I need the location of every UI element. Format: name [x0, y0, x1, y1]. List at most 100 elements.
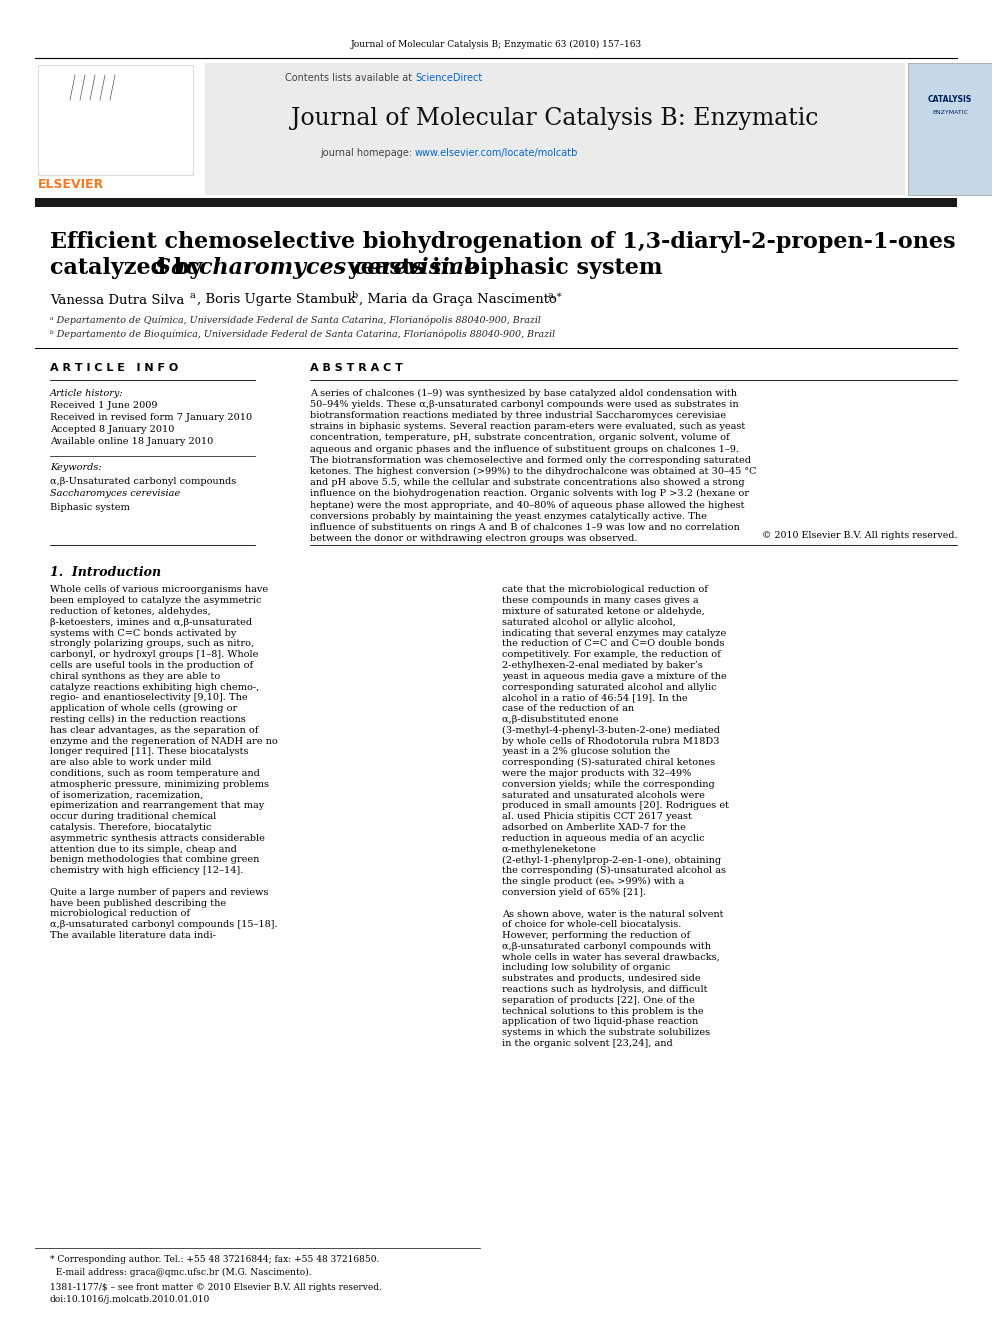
Bar — [38, 65, 193, 175]
Text: by whole cells of Rhodotorula rubra M18D3: by whole cells of Rhodotorula rubra M18D… — [502, 737, 719, 746]
Text: between the donor or withdrawing electron groups was observed.: between the donor or withdrawing electro… — [310, 534, 638, 544]
Text: asymmetric synthesis attracts considerable: asymmetric synthesis attracts considerab… — [50, 833, 265, 843]
Text: Efficient chemoselective biohydrogenation of 1,3-diaryl-2-propen-1-ones: Efficient chemoselective biohydrogenatio… — [50, 232, 955, 253]
Text: influence on the biohydrogenation reaction. Organic solvents with log P >3.2 (he: influence on the biohydrogenation reacti… — [310, 490, 749, 499]
Text: whole cells in water has several drawbacks,: whole cells in water has several drawbac… — [502, 953, 720, 962]
Text: occur during traditional chemical: occur during traditional chemical — [50, 812, 216, 822]
Text: are also able to work under mild: are also able to work under mild — [50, 758, 211, 767]
Text: benign methodologies that combine green: benign methodologies that combine green — [50, 856, 259, 864]
Text: , Maria da Graça Nascimento: , Maria da Graça Nascimento — [359, 294, 557, 307]
Text: ᵇ Departamento de Bioquímica, Universidade Federal de Santa Catarina, Florianópo: ᵇ Departamento de Bioquímica, Universida… — [50, 329, 556, 339]
Text: catalyzed by: catalyzed by — [50, 257, 210, 279]
Text: technical solutions to this problem is the: technical solutions to this problem is t… — [502, 1007, 703, 1016]
Text: A B S T R A C T: A B S T R A C T — [310, 363, 403, 373]
Text: of isomerization, racemization,: of isomerization, racemization, — [50, 791, 203, 799]
Text: mixture of saturated ketone or aldehyde,: mixture of saturated ketone or aldehyde, — [502, 607, 704, 617]
Text: CATALYSIS: CATALYSIS — [928, 95, 972, 105]
Text: A series of chalcones (1–9) was synthesized by base catalyzed aldol condensation: A series of chalcones (1–9) was synthesi… — [310, 389, 737, 398]
Text: corresponding saturated alcohol and allylic: corresponding saturated alcohol and ally… — [502, 683, 716, 692]
Text: microbiological reduction of: microbiological reduction of — [50, 909, 190, 918]
Text: longer required [11]. These biocatalysts: longer required [11]. These biocatalysts — [50, 747, 249, 757]
Text: Quite a large number of papers and reviews: Quite a large number of papers and revie… — [50, 888, 269, 897]
Text: Keywords:: Keywords: — [50, 463, 101, 472]
Text: α-methyleneketone: α-methyleneketone — [502, 844, 597, 853]
Text: strains in biphasic systems. Several reaction param-eters were evaluated, such a: strains in biphasic systems. Several rea… — [310, 422, 745, 431]
Text: been employed to catalyze the asymmetric: been employed to catalyze the asymmetric — [50, 597, 262, 606]
Text: Saccharomyces cerevisiae: Saccharomyces cerevisiae — [155, 257, 478, 279]
Text: However, performing the reduction of: However, performing the reduction of — [502, 931, 690, 941]
Text: epimerization and rearrangement that may: epimerization and rearrangement that may — [50, 802, 264, 811]
Text: α,β-unsaturated carbonyl compounds with: α,β-unsaturated carbonyl compounds with — [502, 942, 711, 951]
Text: catalyze reactions exhibiting high chemo-,: catalyze reactions exhibiting high chemo… — [50, 683, 259, 692]
Text: has clear advantages, as the separation of: has clear advantages, as the separation … — [50, 726, 258, 734]
Text: the reduction of C=C and C=O double bonds: the reduction of C=C and C=O double bond… — [502, 639, 724, 648]
Text: systems in which the substrate solubilizes: systems in which the substrate solubiliz… — [502, 1028, 710, 1037]
Text: α,β-Unsaturated carbonyl compounds: α,β-Unsaturated carbonyl compounds — [50, 476, 236, 486]
Text: Journal of Molecular Catalysis B; Enzymatic 63 (2010) 157–163: Journal of Molecular Catalysis B; Enzyma… — [350, 40, 642, 49]
Text: biotransformation reactions mediated by three industrial Saccharomyces cerevisia: biotransformation reactions mediated by … — [310, 411, 726, 419]
Text: of choice for whole-cell biocatalysis.: of choice for whole-cell biocatalysis. — [502, 921, 682, 929]
Text: these compounds in many cases gives a: these compounds in many cases gives a — [502, 597, 698, 606]
Text: E-mail address: graca@qmc.ufsc.br (M.G. Nascimento).: E-mail address: graca@qmc.ufsc.br (M.G. … — [50, 1267, 311, 1277]
Text: ENZYMATIC: ENZYMATIC — [932, 110, 968, 115]
Text: application of whole cells (growing or: application of whole cells (growing or — [50, 704, 237, 713]
Text: Received 1 June 2009: Received 1 June 2009 — [50, 401, 158, 410]
Text: ScienceDirect: ScienceDirect — [415, 73, 482, 83]
Text: the single product (eeₛ >99%) with a: the single product (eeₛ >99%) with a — [502, 877, 684, 886]
Text: conversion yields; while the corresponding: conversion yields; while the correspondi… — [502, 779, 715, 789]
Text: chemistry with high efficiency [12–14].: chemistry with high efficiency [12–14]. — [50, 867, 243, 876]
Text: b: b — [352, 291, 358, 299]
Text: As shown above, water is the natural solvent: As shown above, water is the natural sol… — [502, 909, 723, 918]
Text: conversions probably by maintaining the yeast enzymes catalytically active. The: conversions probably by maintaining the … — [310, 512, 707, 521]
Text: were the major products with 32–49%: were the major products with 32–49% — [502, 769, 691, 778]
Text: reduction of ketones, aldehydes,: reduction of ketones, aldehydes, — [50, 607, 210, 617]
Text: 2-ethylhexen-2-enal mediated by baker’s: 2-ethylhexen-2-enal mediated by baker’s — [502, 662, 702, 671]
Text: heptane) were the most appropriate, and 40–80% of aqueous phase allowed the high: heptane) were the most appropriate, and … — [310, 500, 745, 509]
Text: Received in revised form 7 January 2010: Received in revised form 7 January 2010 — [50, 414, 252, 422]
Text: yeast in aqueous media gave a mixture of the: yeast in aqueous media gave a mixture of… — [502, 672, 726, 681]
Text: saturated and unsaturated alcohols were: saturated and unsaturated alcohols were — [502, 791, 705, 799]
Text: carbonyl, or hydroxyl groups [1–8]. Whole: carbonyl, or hydroxyl groups [1–8]. Whol… — [50, 651, 258, 659]
Text: yeasts in biphasic system: yeasts in biphasic system — [340, 257, 663, 279]
Text: adsorbed on Amberlite XAD-7 for the: adsorbed on Amberlite XAD-7 for the — [502, 823, 685, 832]
Text: conditions, such as room temperature and: conditions, such as room temperature and — [50, 769, 260, 778]
Text: ELSEVIER: ELSEVIER — [38, 179, 104, 192]
Text: , Boris Ugarte Stambuk: , Boris Ugarte Stambuk — [197, 294, 356, 307]
Text: produced in small amounts [20]. Rodrigues et: produced in small amounts [20]. Rodrigue… — [502, 802, 729, 811]
Text: 1381-1177/$ – see front matter © 2010 Elsevier B.V. All rights reserved.: 1381-1177/$ – see front matter © 2010 El… — [50, 1283, 382, 1293]
Text: concentration, temperature, pH, substrate concentration, organic solvent, volume: concentration, temperature, pH, substrat… — [310, 434, 730, 442]
Text: doi:10.1016/j.molcatb.2010.01.010: doi:10.1016/j.molcatb.2010.01.010 — [50, 1295, 210, 1304]
Text: Saccharomyces cerevisiae: Saccharomyces cerevisiae — [50, 490, 181, 499]
Text: Biphasic system: Biphasic system — [50, 503, 130, 512]
Text: (3-methyl-4-phenyl-3-buten-2-one) mediated: (3-methyl-4-phenyl-3-buten-2-one) mediat… — [502, 726, 720, 736]
Text: Article history:: Article history: — [50, 389, 124, 397]
Text: © 2010 Elsevier B.V. All rights reserved.: © 2010 Elsevier B.V. All rights reserved… — [762, 531, 957, 540]
Text: * Corresponding author. Tel.: +55 48 37216844; fax: +55 48 37216850.: * Corresponding author. Tel.: +55 48 372… — [50, 1256, 379, 1265]
Text: case of the reduction of an: case of the reduction of an — [502, 704, 634, 713]
Text: atmospheric pressure, minimizing problems: atmospheric pressure, minimizing problem… — [50, 779, 269, 789]
Text: competitively. For example, the reduction of: competitively. For example, the reductio… — [502, 651, 721, 659]
Text: yeast in a 2% glucose solution the: yeast in a 2% glucose solution the — [502, 747, 671, 757]
Text: Whole cells of various microorganisms have: Whole cells of various microorganisms ha… — [50, 586, 268, 594]
Text: saturated alcohol or allylic alcohol,: saturated alcohol or allylic alcohol, — [502, 618, 676, 627]
Text: separation of products [22]. One of the: separation of products [22]. One of the — [502, 996, 694, 1005]
Text: a,∗: a,∗ — [547, 291, 562, 299]
Text: chiral synthons as they are able to: chiral synthons as they are able to — [50, 672, 220, 681]
Text: indicating that several enzymes may catalyze: indicating that several enzymes may cata… — [502, 628, 726, 638]
Text: regio- and enantioselectivity [9,10]. The: regio- and enantioselectivity [9,10]. Th… — [50, 693, 248, 703]
Bar — [908, 64, 992, 194]
Text: catalysis. Therefore, biocatalytic: catalysis. Therefore, biocatalytic — [50, 823, 211, 832]
Text: ᵃ Departamento de Química, Universidade Federal de Santa Catarina, Florianópolis: ᵃ Departamento de Química, Universidade … — [50, 315, 541, 324]
Text: attention due to its simple, cheap and: attention due to its simple, cheap and — [50, 844, 237, 853]
Text: 1.  Introduction: 1. Introduction — [50, 565, 161, 578]
Text: corresponding (S)-saturated chiral ketones: corresponding (S)-saturated chiral keton… — [502, 758, 715, 767]
Text: α,β-disubstituted enone: α,β-disubstituted enone — [502, 716, 618, 724]
Text: application of two liquid-phase reaction: application of two liquid-phase reaction — [502, 1017, 698, 1027]
Text: α,β-unsaturated carbonyl compounds [15–18].: α,β-unsaturated carbonyl compounds [15–1… — [50, 921, 278, 929]
Text: enzyme and the regeneration of NADH are no: enzyme and the regeneration of NADH are … — [50, 737, 278, 746]
Text: the corresponding (S)-unsaturated alcohol as: the corresponding (S)-unsaturated alcoho… — [502, 867, 726, 876]
Text: alcohol in a ratio of 46:54 [19]. In the: alcohol in a ratio of 46:54 [19]. In the — [502, 693, 687, 703]
Text: reduction in aqueous media of an acyclic: reduction in aqueous media of an acyclic — [502, 833, 704, 843]
Text: influence of substituents on rings A and B of chalcones 1–9 was low and no corre: influence of substituents on rings A and… — [310, 523, 740, 532]
Text: journal homepage:: journal homepage: — [319, 148, 415, 157]
